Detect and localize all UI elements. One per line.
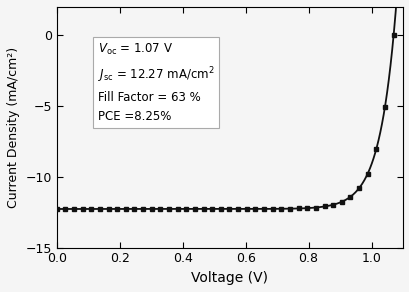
X-axis label: Voltage (V): Voltage (V) <box>191 271 268 285</box>
Text: $V_{\mathrm{oc}}$ = 1.07 V
$J_{\mathrm{sc}}$ = 12.27 mA/cm$^2$
Fill Factor = 63 : $V_{\mathrm{oc}}$ = 1.07 V $J_{\mathrm{s… <box>97 42 213 124</box>
Y-axis label: Current Density (mA/cm²): Current Density (mA/cm²) <box>7 47 20 208</box>
